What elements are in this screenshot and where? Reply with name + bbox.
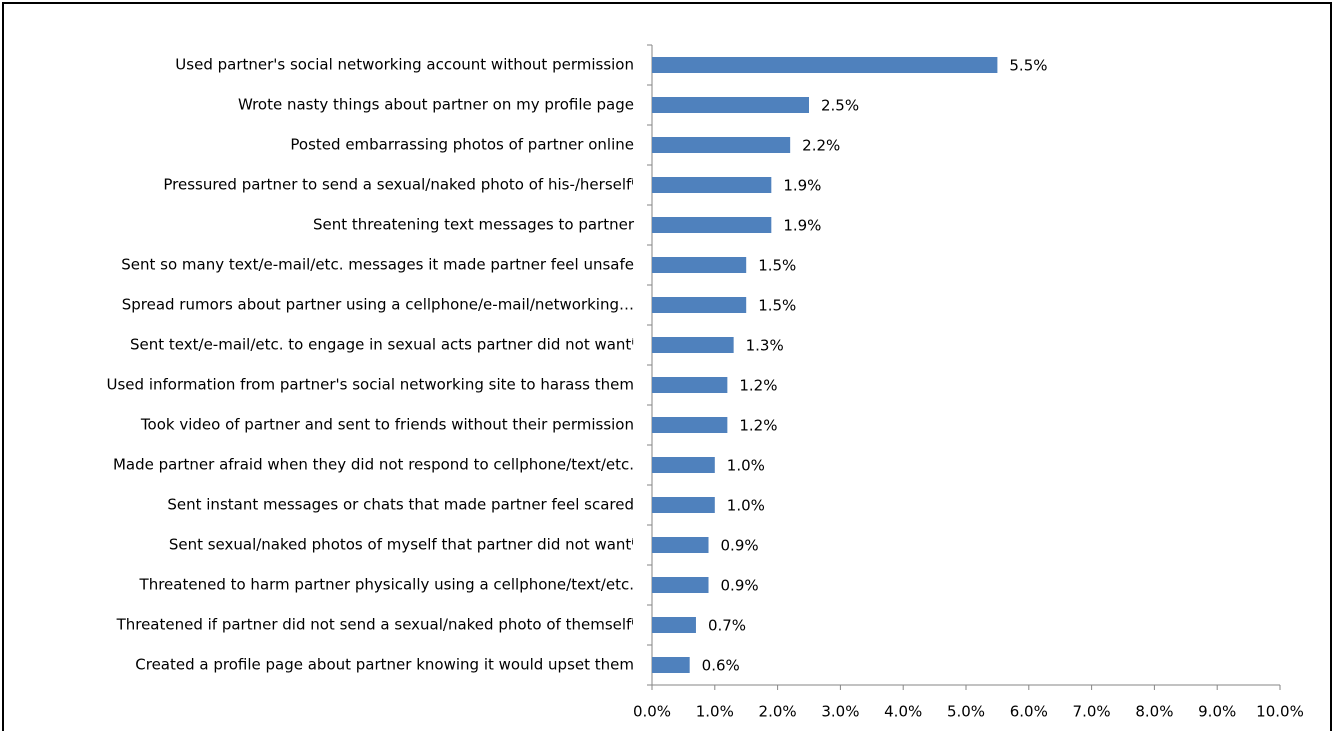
x-tick-label: 6.0% xyxy=(1010,703,1048,721)
y-tick-label: Sent threatening text messages to partne… xyxy=(313,216,635,234)
value-label: 1.2% xyxy=(739,377,777,395)
value-label: 0.9% xyxy=(721,537,759,555)
value-label: 1.9% xyxy=(783,177,821,195)
y-tick-label: Took video of partner and sent to friend… xyxy=(140,416,634,434)
value-label: 1.0% xyxy=(727,497,765,515)
bar xyxy=(652,417,728,433)
y-tick-label: Sent sexual/naked photos of myself that … xyxy=(169,536,634,554)
y-tick-label: Pressured partner to send a sexual/naked… xyxy=(163,176,634,194)
value-label: 1.5% xyxy=(758,257,796,275)
value-label: 1.3% xyxy=(746,337,784,355)
bar xyxy=(652,457,715,473)
y-tick-label: Sent text/e-mail/etc. to engage in sexua… xyxy=(130,336,634,354)
x-tick-label: 4.0% xyxy=(884,703,922,721)
value-label: 1.5% xyxy=(758,297,796,315)
y-tick-label: Created a profile page about partner kno… xyxy=(135,656,634,674)
value-label: 1.0% xyxy=(727,457,765,475)
x-tick-label: 5.0% xyxy=(947,703,985,721)
y-tick-label: Wrote nasty things about partner on my p… xyxy=(238,96,634,114)
value-label: 2.2% xyxy=(802,137,840,155)
value-label: 2.5% xyxy=(821,97,859,115)
y-tick-label: Used partner's social networking account… xyxy=(175,56,634,74)
value-label: 5.5% xyxy=(1009,57,1047,75)
y-tick-label: Threatened if partner did not send a sex… xyxy=(116,616,634,634)
x-tick-label: 0.0% xyxy=(633,703,671,721)
x-tick-label: 3.0% xyxy=(821,703,859,721)
bar xyxy=(652,497,715,513)
x-tick-label: 1.0% xyxy=(696,703,734,721)
x-tick-label: 8.0% xyxy=(1135,703,1173,721)
bar xyxy=(652,57,998,73)
y-tick-label: Sent so many text/e-mail/etc. messages i… xyxy=(121,256,634,274)
value-label: 0.6% xyxy=(702,657,740,675)
y-tick-label: Made partner afraid when they did not re… xyxy=(113,456,634,474)
bar xyxy=(652,537,709,553)
bar xyxy=(652,617,696,633)
bar xyxy=(652,177,772,193)
bar xyxy=(652,137,791,153)
x-tick-label: 9.0% xyxy=(1198,703,1236,721)
value-label: 1.2% xyxy=(739,417,777,435)
bar xyxy=(652,337,734,353)
bar xyxy=(652,217,772,233)
bar xyxy=(652,657,690,673)
value-label: 1.9% xyxy=(783,217,821,235)
y-tick-label: Used information from partner's social n… xyxy=(107,376,634,394)
bar xyxy=(652,297,747,313)
y-tick-label: Spread rumors about partner using a cell… xyxy=(122,296,634,314)
y-tick-label: Threatened to harm partner physically us… xyxy=(139,576,634,594)
y-tick-label: Posted embarrassing photos of partner on… xyxy=(290,136,634,154)
x-tick-label: 2.0% xyxy=(759,703,797,721)
value-label: 0.7% xyxy=(708,617,746,635)
y-tick-label: Sent instant messages or chats that made… xyxy=(167,496,634,514)
bar xyxy=(652,577,709,593)
x-tick-label: 7.0% xyxy=(1073,703,1111,721)
bar xyxy=(652,257,747,273)
bar xyxy=(652,377,728,393)
bar xyxy=(652,97,809,113)
x-tick-label: 10.0% xyxy=(1256,703,1304,721)
value-label: 0.9% xyxy=(721,577,759,595)
